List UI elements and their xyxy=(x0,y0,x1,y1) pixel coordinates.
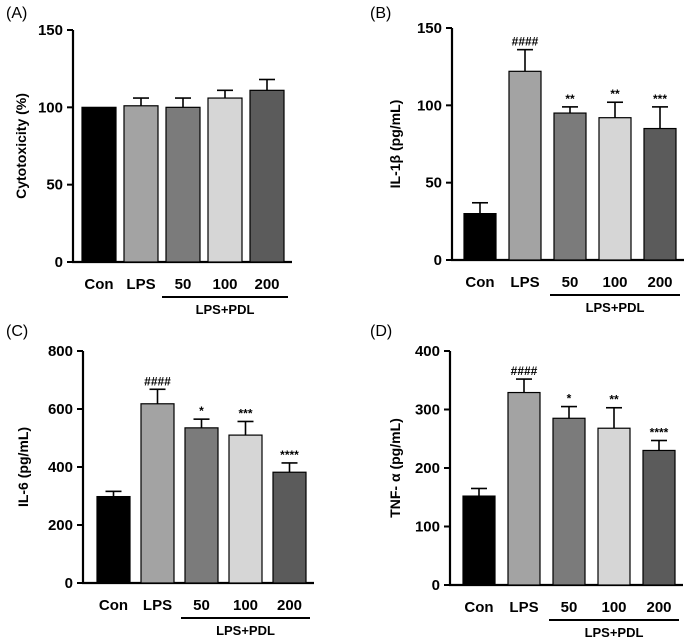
x-tick-label: 50 xyxy=(561,599,578,616)
significance-mark: * xyxy=(199,404,204,418)
x-tick-label: LPS xyxy=(143,597,172,614)
bar-50 xyxy=(553,112,587,261)
bar-100 xyxy=(597,427,631,586)
bar-50 xyxy=(165,106,201,263)
y-axis-title: IL-6 (pg/mL) xyxy=(15,427,31,507)
bar-con xyxy=(463,213,497,261)
x-tick-label: Con xyxy=(464,599,493,616)
panel-label: (C) xyxy=(6,323,28,340)
chart-panel-b: (B) 0 50 100 150 IL-1β (pg/mL) Con #### LPS ** 50 *… xyxy=(370,5,684,315)
bar-con xyxy=(96,495,131,584)
x-tick-label: 100 xyxy=(212,276,237,293)
significance-mark: **** xyxy=(280,448,299,462)
y-tick-label: 600 xyxy=(48,401,73,418)
group-label: LPS+PDL xyxy=(586,300,645,315)
chart-panel-d: (D) 0 100 200 300 400 TNF- α (pg/mL) Con #### LPS… xyxy=(370,323,683,637)
bar-200 xyxy=(272,471,307,584)
y-tick-label: 100 xyxy=(417,97,442,114)
y-tick-label: 800 xyxy=(48,343,73,360)
bar-100 xyxy=(598,117,632,261)
bar-lps xyxy=(508,70,542,261)
y-tick-label: 50 xyxy=(46,177,63,194)
bar-100 xyxy=(207,97,243,263)
group-label: LPS+PDL xyxy=(585,625,644,637)
group-label: LPS+PDL xyxy=(216,623,275,637)
x-tick-label: 200 xyxy=(646,599,671,616)
significance-mark: ** xyxy=(610,87,620,101)
y-axis-title: Cytotoxicity (%) xyxy=(13,93,29,199)
x-tick-label: LPS xyxy=(510,274,539,291)
y-tick-label: 0 xyxy=(65,575,73,592)
x-tick-label: 100 xyxy=(233,597,258,614)
significance-mark: *** xyxy=(238,406,252,420)
y-axis-title: TNF- α (pg/mL) xyxy=(387,418,403,518)
significance-mark: #### xyxy=(511,364,538,378)
bar-lps xyxy=(123,105,159,263)
bar-200 xyxy=(643,127,677,261)
significance-mark: #### xyxy=(512,35,539,49)
bar-con xyxy=(81,106,117,263)
x-tick-label: 100 xyxy=(602,274,627,291)
y-tick-label: 300 xyxy=(415,402,440,419)
chart-panel-c: (C) 0 200 400 600 800 IL-6 (pg/mL) Con #### LPS * 5… xyxy=(6,323,314,637)
significance-mark: * xyxy=(567,392,572,406)
y-axis-title: IL-1β (pg/mL) xyxy=(387,100,403,189)
panel-label: (D) xyxy=(370,323,392,340)
y-tick-label: 50 xyxy=(425,175,442,192)
bar-200 xyxy=(249,89,285,263)
panel-label: (B) xyxy=(370,5,391,22)
y-tick-label: 100 xyxy=(38,99,63,116)
x-tick-label: 50 xyxy=(562,274,579,291)
bar-100 xyxy=(228,434,263,584)
y-tick-label: 150 xyxy=(417,20,442,37)
bar-lps xyxy=(140,403,175,584)
y-tick-label: 0 xyxy=(434,252,442,269)
x-tick-label: Con xyxy=(84,276,113,293)
x-tick-label: 200 xyxy=(647,274,672,291)
x-tick-label: LPS xyxy=(509,599,538,616)
x-tick-label: 50 xyxy=(175,276,192,293)
x-tick-label: 200 xyxy=(277,597,302,614)
x-tick-label: 50 xyxy=(193,597,210,614)
x-tick-label: Con xyxy=(99,597,128,614)
significance-mark: **** xyxy=(650,426,669,440)
x-tick-label: 100 xyxy=(601,599,626,616)
bar-con xyxy=(462,495,496,586)
x-tick-label: LPS xyxy=(126,276,155,293)
bar-lps xyxy=(507,391,541,586)
y-tick-label: 0 xyxy=(432,577,440,594)
y-tick-label: 0 xyxy=(55,254,63,271)
x-tick-label: Con xyxy=(465,274,494,291)
group-label: LPS+PDL xyxy=(196,302,255,317)
y-tick-label: 150 xyxy=(38,22,63,39)
panel-label: (A) xyxy=(6,5,27,22)
y-tick-label: 200 xyxy=(48,517,73,534)
significance-mark: #### xyxy=(144,374,171,388)
y-tick-label: 100 xyxy=(415,519,440,536)
significance-mark: *** xyxy=(653,92,667,106)
chart-panel-a: (A) 0 50 100 150 Cytotoxicity (%) Con LPS 50 100 2… xyxy=(6,5,292,317)
significance-mark: ** xyxy=(565,92,575,106)
bar-200 xyxy=(642,449,676,586)
significance-mark: ** xyxy=(609,393,619,407)
x-tick-label: 200 xyxy=(254,276,279,293)
bar-50 xyxy=(184,427,219,584)
y-tick-label: 200 xyxy=(415,460,440,477)
y-tick-label: 400 xyxy=(48,459,73,476)
y-tick-label: 400 xyxy=(415,343,440,360)
bar-50 xyxy=(552,417,586,586)
